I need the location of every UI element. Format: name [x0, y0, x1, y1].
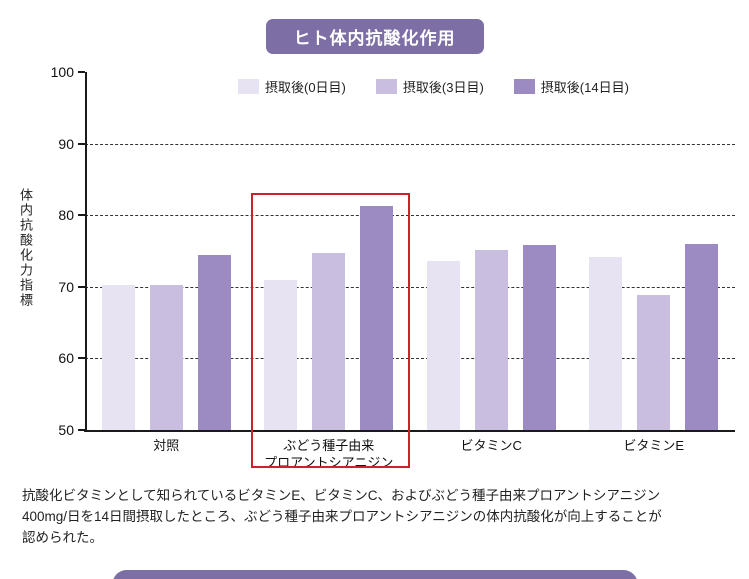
highlight-box — [251, 192, 411, 468]
bar-2-series-1 — [264, 279, 298, 430]
caption-text: 抗酸化ビタミンとして知られているビタミンE、ビタミンC、およびぶどう種子由来プロ… — [22, 488, 662, 545]
bar-2-series-3 — [360, 205, 394, 430]
legend-label-3: 摂取後(14日目) — [540, 80, 629, 95]
bar-1-series-2 — [149, 285, 183, 430]
y-tick-label-70: 70 — [58, 278, 74, 295]
x-category-label-3: ビタミンC — [460, 438, 522, 453]
y-tick-label-50: 50 — [58, 422, 74, 438]
y-tick-label-100: 100 — [50, 64, 74, 80]
y-tick-label-80: 80 — [58, 207, 74, 224]
legend-swatch-3 — [513, 79, 535, 94]
y-tick-50 — [78, 429, 85, 431]
chart-title: ヒト体内抗酸化作用 — [293, 29, 456, 48]
bar-3-series-3 — [522, 245, 556, 430]
bar-3-series-2 — [474, 249, 508, 430]
legend-item-3: 摂取後(14日目) — [513, 77, 629, 96]
legend-label-1: 摂取後(0日目) — [265, 80, 346, 95]
legend-swatch-2 — [375, 79, 397, 94]
bar-4-series-2 — [637, 295, 671, 430]
y-tick-80 — [78, 214, 85, 217]
y-tick-label-60: 60 — [58, 350, 74, 367]
legend-item-2: 摂取後(3日目) — [375, 77, 484, 96]
legend-swatch-1 — [238, 79, 259, 94]
y-tick-60 — [78, 357, 85, 360]
y-axis-title: 体内抗酸化力指標 — [18, 188, 33, 308]
bar-4-series-3 — [685, 243, 719, 430]
legend-item-1: 摂取後(0日目) — [238, 77, 346, 96]
x-category-label-1: 対照 — [153, 438, 180, 453]
bar-2-series-2 — [312, 253, 346, 430]
legend: 摂取後(0日目) 摂取後(3日目) 摂取後(14日目) — [238, 77, 629, 96]
x-category-label-4: ビタミンE — [623, 438, 685, 453]
gridline-90 — [85, 143, 735, 145]
y-tick-70 — [78, 285, 85, 288]
bottom-banner-partial — [112, 570, 637, 579]
bar-1-series-1 — [101, 285, 135, 430]
chart-title-banner: ヒト体内抗酸化作用 — [265, 19, 484, 54]
y-tick-90 — [78, 142, 85, 145]
bar-1-series-3 — [197, 254, 231, 430]
bar-4-series-1 — [589, 256, 623, 430]
y-axis-line — [85, 72, 87, 430]
y-tick-label-90: 90 — [58, 135, 74, 152]
bar-3-series-1 — [426, 261, 460, 430]
legend-label-2: 摂取後(3日目) — [402, 80, 484, 95]
y-tick-100 — [78, 71, 85, 73]
